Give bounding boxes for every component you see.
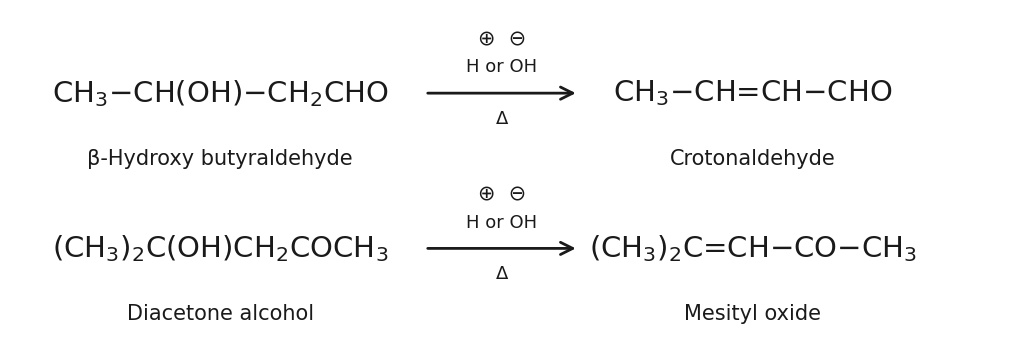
Text: CH$_3$−CH=CH−CHO: CH$_3$−CH=CH−CHO — [613, 78, 892, 108]
Text: β-Hydroxy butyraldehyde: β-Hydroxy butyraldehyde — [87, 149, 353, 169]
Text: Mesityl oxide: Mesityl oxide — [684, 304, 821, 324]
Text: Diacetone alcohol: Diacetone alcohol — [127, 304, 313, 324]
Text: Crotonaldehyde: Crotonaldehyde — [670, 149, 836, 169]
Text: Δ: Δ — [496, 110, 508, 128]
Text: H or OH: H or OH — [466, 214, 538, 231]
Text: CH$_3$−CH(OH)−CH$_2$CHO: CH$_3$−CH(OH)−CH$_2$CHO — [52, 78, 388, 109]
Text: Δ: Δ — [496, 265, 508, 283]
Text: H or OH: H or OH — [466, 58, 538, 76]
Text: ⊕  ⊖: ⊕ ⊖ — [477, 185, 526, 205]
Text: ⊕  ⊖: ⊕ ⊖ — [477, 30, 526, 50]
Text: (CH$_3$)$_2$C(OH)CH$_2$COCH$_3$: (CH$_3$)$_2$C(OH)CH$_2$COCH$_3$ — [52, 233, 388, 264]
Text: (CH$_3$)$_2$C=CH−CO−CH$_3$: (CH$_3$)$_2$C=CH−CO−CH$_3$ — [589, 233, 916, 264]
